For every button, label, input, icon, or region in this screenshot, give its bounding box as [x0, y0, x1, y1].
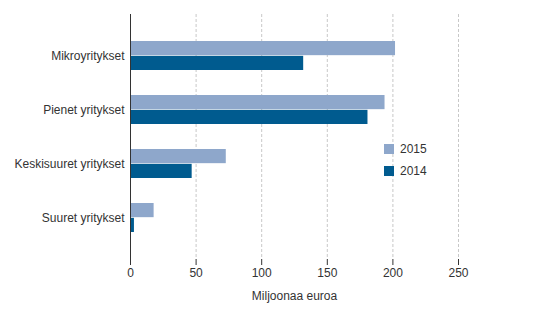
svg-text:100: 100 — [252, 266, 272, 280]
html-text:2015: 2015 — [400, 142, 427, 156]
svg-text:0: 0 — [127, 266, 134, 280]
svg-text:Mikroyritykset: Mikroyritykset — [51, 49, 125, 63]
svg-text:150: 150 — [317, 266, 337, 280]
svg-text:Pienet yritykset: Pienet yritykset — [43, 103, 125, 117]
svg-text:Keskisuuret yritykset: Keskisuuret yritykset — [14, 157, 125, 171]
svg-text:200: 200 — [383, 266, 403, 280]
svg-text:Suuret yritykset: Suuret yritykset — [42, 211, 125, 225]
html-text:2014: 2014 — [400, 164, 427, 178]
svg-text:Miljoonaa euroa: Miljoonaa euroa — [252, 289, 338, 303]
svg-text:250: 250 — [448, 266, 468, 280]
svg-text:50: 50 — [189, 266, 203, 280]
